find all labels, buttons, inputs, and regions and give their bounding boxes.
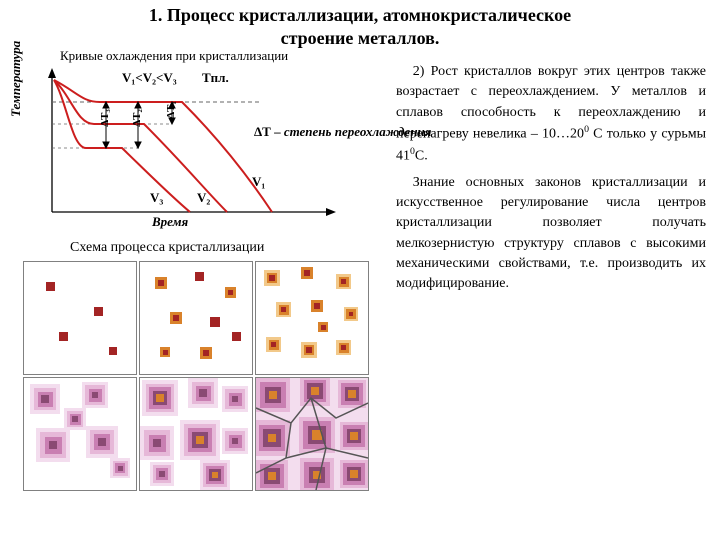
label-v3: V₃ [150,190,163,206]
chart-y-axis: Температура [8,41,24,117]
crystallization-grid [22,260,372,492]
stage-3 [255,261,369,375]
paragraph-1: 2) Рост кристаллов вокруг этих центров т… [396,62,706,167]
page-heading: 1. Процесс кристаллизации, атомнокристал… [0,4,720,49]
p1-part3: С. [415,149,428,164]
paragraph-2: Знание основных законов кристаллизации и… [396,173,706,295]
label-ordering: V₁<V₂<V₃ [122,70,177,86]
stage-6 [255,377,369,491]
cooling-chart: Температура Время V₁ V₂ V₃ V₁<V₂<V₃ Tпл.… [22,62,362,232]
schema-caption: Схема процесса кристаллизации [70,240,264,256]
stage-4 [23,377,137,491]
chart-x-axis: Время [152,214,188,230]
label-v1: V₁ [252,174,265,190]
body-text: 2) Рост кристаллов вокруг этих центров т… [396,62,706,301]
label-tpl: Tпл. [202,70,229,86]
stage-1 [23,261,137,375]
label-dt2: ΔT₂ [131,109,143,127]
chart-note-bold: ΔТ – [254,124,284,139]
label-v2: V₂ [197,190,210,206]
stage-5 [139,377,253,491]
label-dt1: ΔT₁ [165,101,177,119]
label-dt3: ΔT₃ [99,109,111,127]
stage-2 [139,261,253,375]
